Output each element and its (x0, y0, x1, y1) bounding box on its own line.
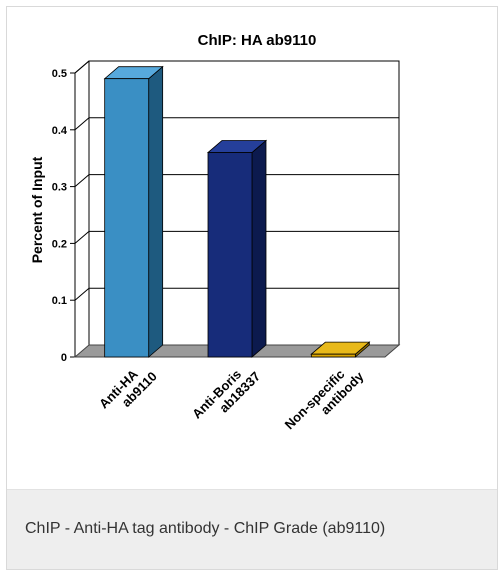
plot-layer: 0 0.1 0.2 0.3 0.4 0.5 Anti-HAab9110 Anti-Borisa… (52, 60, 401, 442)
side-wall-top-edge (74, 60, 90, 74)
bar (207, 152, 253, 358)
y-tick-label: 0.4 (52, 125, 68, 137)
bar (310, 353, 356, 358)
figure-card: ChIP: HA ab9110 Percent of Input 0 0.1 0.2… (6, 6, 498, 570)
y-tick-label: 0 (61, 352, 67, 364)
gridline-depth (74, 174, 90, 187)
bar (104, 78, 150, 358)
bar-side (251, 139, 267, 358)
x-tick-label: Anti-Borisab18337 (189, 358, 263, 432)
chart-title: ChIP: HA ab9110 (198, 32, 317, 49)
y-tick-label: 0.3 (52, 182, 67, 194)
y-tick-label: 0.1 (52, 295, 67, 307)
x-tick-label: Anti-HAab9110 (96, 358, 160, 422)
bar-chart: ChIP: HA ab9110 Percent of Input 0 0.1 0.2… (29, 32, 401, 442)
caption-band: ChIP - Anti-HA tag antibody - ChIP Grade… (7, 489, 497, 569)
gridline-depth (74, 287, 90, 301)
y-axis-label: Percent of Input (29, 156, 45, 263)
gridline-depth (74, 231, 90, 244)
y-tick-label: 0.5 (52, 68, 67, 80)
x-tick-label: Non-specificantibody (282, 357, 367, 442)
gridline-depth (74, 117, 90, 131)
figure-caption: ChIP - Anti-HA tag antibody - ChIP Grade… (25, 520, 386, 537)
bar-side (148, 65, 164, 358)
chart-area: ChIP: HA ab9110 Percent of Input 0 0.1 0.2… (7, 7, 497, 489)
y-tick-label: 0.2 (52, 238, 67, 250)
